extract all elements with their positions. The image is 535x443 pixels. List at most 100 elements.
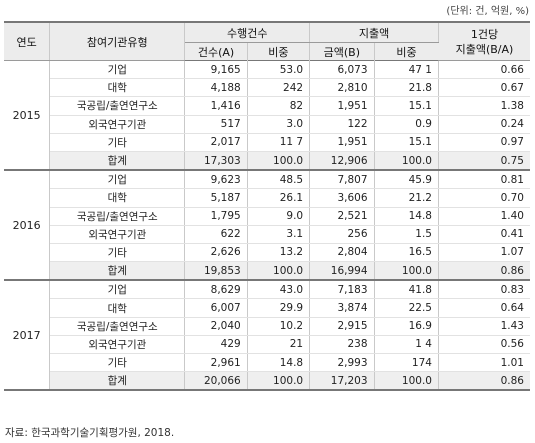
table-row: 기타 2,961 14.8 2,993 174 1.01	[4, 353, 530, 373]
count-cell: 1,795	[184, 207, 248, 226]
table-header: 연도 참여기관유형 수행건수 지출액 1건당 지출액(B/A) 건수(A) 비중…	[4, 22, 530, 61]
type-cell: 합계	[49, 261, 186, 282]
amount-share-cell: 1.5	[374, 225, 439, 244]
count-cell: 517	[184, 115, 248, 134]
count-cell: 20,066	[184, 371, 248, 392]
amount-cell: 122	[309, 115, 375, 134]
count-cell: 9,165	[184, 60, 248, 80]
amount-cell: 2,810	[309, 78, 375, 98]
table-row: 외국연구기관 429 21 238 1 4 0.56	[4, 335, 530, 355]
amount-share-cell: 22.5	[374, 298, 439, 318]
amount-cell: 3,874	[309, 298, 375, 318]
header-count-share: 비중	[247, 42, 311, 61]
type-cell: 기타	[49, 353, 186, 373]
table-row-total: 합계 20,066 100.0 17,203 100.0 0.86	[4, 371, 530, 392]
table-row: 기타 2,626 13.2 2,804 16.5 1.07	[4, 243, 530, 263]
type-cell: 외국연구기관	[49, 115, 186, 134]
amount-share-cell: 100.0	[374, 151, 439, 172]
type-cell: 기업	[49, 280, 186, 300]
header-spend-group: 지출액	[309, 22, 439, 43]
type-cell: 국공립/출연연구소	[49, 207, 186, 226]
per-case-cell: 0.41	[438, 225, 530, 244]
count-share-cell: 242	[247, 78, 311, 98]
per-case-cell: 0.70	[438, 188, 530, 208]
count-share-cell: 48.5	[247, 170, 311, 190]
type-cell: 합계	[49, 371, 186, 392]
per-case-cell: 0.86	[438, 261, 530, 282]
table-row: 2015 기업 9,165 53.0 6,073 47 1 0.66	[4, 60, 530, 172]
per-case-cell: 0.24	[438, 115, 530, 134]
amount-share-cell: 21.8	[374, 78, 439, 98]
count-share-cell: 100.0	[247, 151, 311, 172]
type-cell: 국공립/출연연구소	[49, 96, 186, 116]
per-case-cell: 1.38	[438, 96, 530, 116]
per-case-cell: 1.40	[438, 207, 530, 226]
count-cell: 8,629	[184, 280, 248, 300]
amount-cell: 1,951	[309, 96, 375, 116]
count-share-cell: 11 7	[247, 133, 311, 152]
count-cell: 1,416	[184, 96, 248, 116]
count-cell: 19,853	[184, 261, 248, 282]
type-cell: 기업	[49, 170, 186, 190]
amount-share-cell: 15.1	[374, 133, 439, 152]
header-per-case: 1건당 지출액(B/A)	[438, 22, 530, 61]
count-cell: 2,626	[184, 243, 248, 263]
count-cell: 2,961	[184, 353, 248, 373]
table-row: 국공립/출연연구소 1,416 82 1,951 15.1 1.38	[4, 96, 530, 116]
table-row: 2017 기업 8,629 43.0 7,183 41.8 0.83	[4, 280, 530, 392]
count-share-cell: 100.0	[247, 261, 311, 282]
year-cell: 2016	[4, 170, 51, 282]
data-table: 연도 참여기관유형 수행건수 지출액 1건당 지출액(B/A) 건수(A) 비중…	[4, 21, 530, 392]
per-case-cell: 0.64	[438, 298, 530, 318]
amount-share-cell: 21.2	[374, 188, 439, 208]
count-share-cell: 3.0	[247, 115, 311, 134]
amount-share-cell: 47 1	[374, 60, 439, 80]
type-cell: 기타	[49, 133, 186, 152]
count-cell: 6,007	[184, 298, 248, 318]
type-cell: 기타	[49, 243, 186, 263]
count-share-cell: 3.1	[247, 225, 311, 244]
per-case-cell: 0.81	[438, 170, 530, 190]
table-row: 국공립/출연연구소 1,795 9.0 2,521 14.8 1.40	[4, 207, 530, 226]
count-cell: 4,188	[184, 78, 248, 98]
table-row: 대학 5,187 26.1 3,606 21.2 0.70	[4, 188, 530, 208]
per-case-cell: 0.56	[438, 335, 530, 355]
per-case-cell: 1.01	[438, 353, 530, 373]
header-year: 연도	[4, 22, 51, 61]
count-share-cell: 13.2	[247, 243, 311, 263]
count-cell: 429	[184, 335, 248, 355]
count-share-cell: 43.0	[247, 280, 311, 300]
header-count: 건수(A)	[184, 42, 248, 61]
amount-cell: 7,183	[309, 280, 375, 300]
amount-share-cell: 15.1	[374, 96, 439, 116]
count-share-cell: 29.9	[247, 298, 311, 318]
amount-share-cell: 14.8	[374, 207, 439, 226]
amount-cell: 6,073	[309, 60, 375, 80]
table-row: 국공립/출연연구소 2,040 10.2 2,915 16.9 1.43	[4, 317, 530, 336]
per-case-cell: 0.86	[438, 371, 530, 392]
amount-share-cell: 100.0	[374, 261, 439, 282]
type-cell: 외국연구기관	[49, 335, 186, 355]
amount-cell: 1,951	[309, 133, 375, 152]
type-cell: 대학	[49, 298, 186, 318]
amount-cell: 238	[309, 335, 375, 355]
count-share-cell: 53.0	[247, 60, 311, 80]
type-cell: 대학	[49, 188, 186, 208]
year-cell: 2015	[4, 60, 51, 172]
count-cell: 622	[184, 225, 248, 244]
per-case-cell: 0.66	[438, 60, 530, 80]
header-amount-share: 비중	[374, 42, 439, 61]
per-case-cell: 1.43	[438, 317, 530, 336]
type-cell: 합계	[49, 151, 186, 172]
amount-cell: 2,993	[309, 353, 375, 373]
header-count-group: 수행건수	[184, 22, 311, 43]
amount-cell: 7,807	[309, 170, 375, 190]
header-per-case-label: 1건당 지출액(B/A)	[455, 27, 514, 56]
type-cell: 기업	[49, 60, 186, 80]
amount-cell: 12,906	[309, 151, 375, 172]
count-share-cell: 14.8	[247, 353, 311, 373]
amount-share-cell: 41.8	[374, 280, 439, 300]
table-row: 대학 4,188 242 2,810 21.8 0.67	[4, 78, 530, 98]
per-case-cell: 0.75	[438, 151, 530, 172]
amount-share-cell: 1 4	[374, 335, 439, 355]
